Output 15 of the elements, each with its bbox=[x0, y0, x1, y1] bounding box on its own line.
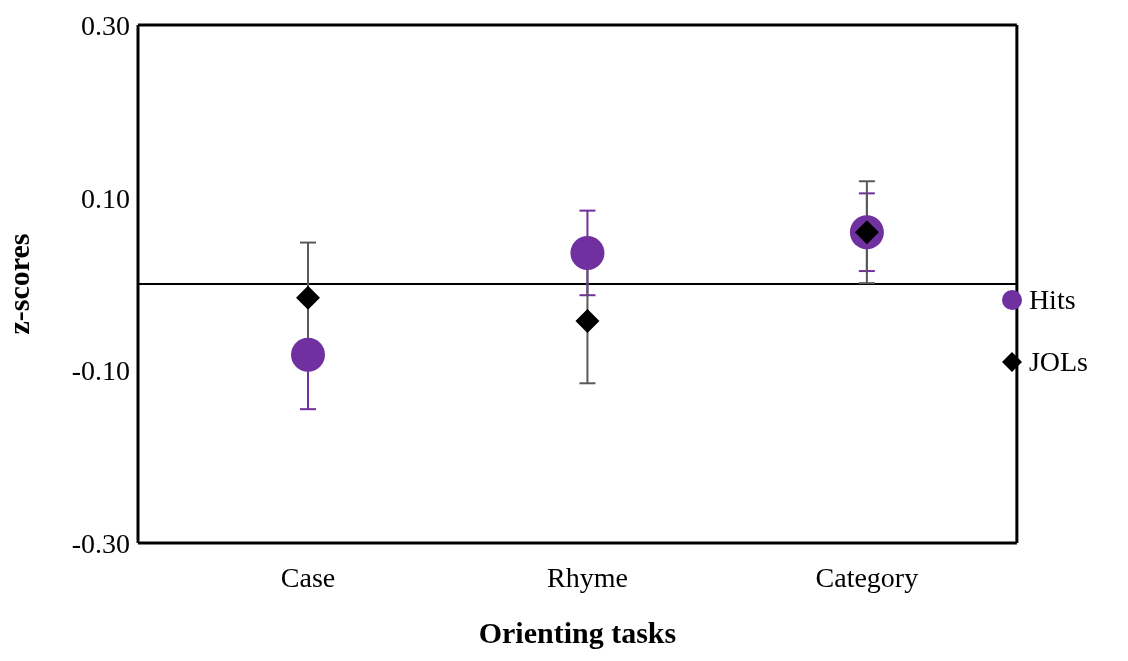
point bbox=[575, 309, 600, 334]
y-tick-label: 0.10 bbox=[81, 182, 130, 214]
y-tick-label: 0.30 bbox=[81, 9, 130, 41]
x-tick-label: Category bbox=[815, 561, 919, 593]
x-tick-label: Case bbox=[280, 561, 336, 593]
point bbox=[291, 337, 325, 372]
x-axis-title: Orienting tasks bbox=[478, 616, 677, 649]
y-axis-title: z-scores bbox=[1, 233, 35, 335]
x-tick-label: Rhyme bbox=[546, 561, 628, 593]
legend-label: JOLs bbox=[1028, 345, 1088, 378]
y-tick-label: -0.10 bbox=[71, 355, 130, 387]
point bbox=[570, 235, 605, 270]
y-tick-label: -0.30 bbox=[71, 527, 130, 559]
legend-label: Hits bbox=[1028, 283, 1076, 316]
point bbox=[296, 285, 320, 310]
